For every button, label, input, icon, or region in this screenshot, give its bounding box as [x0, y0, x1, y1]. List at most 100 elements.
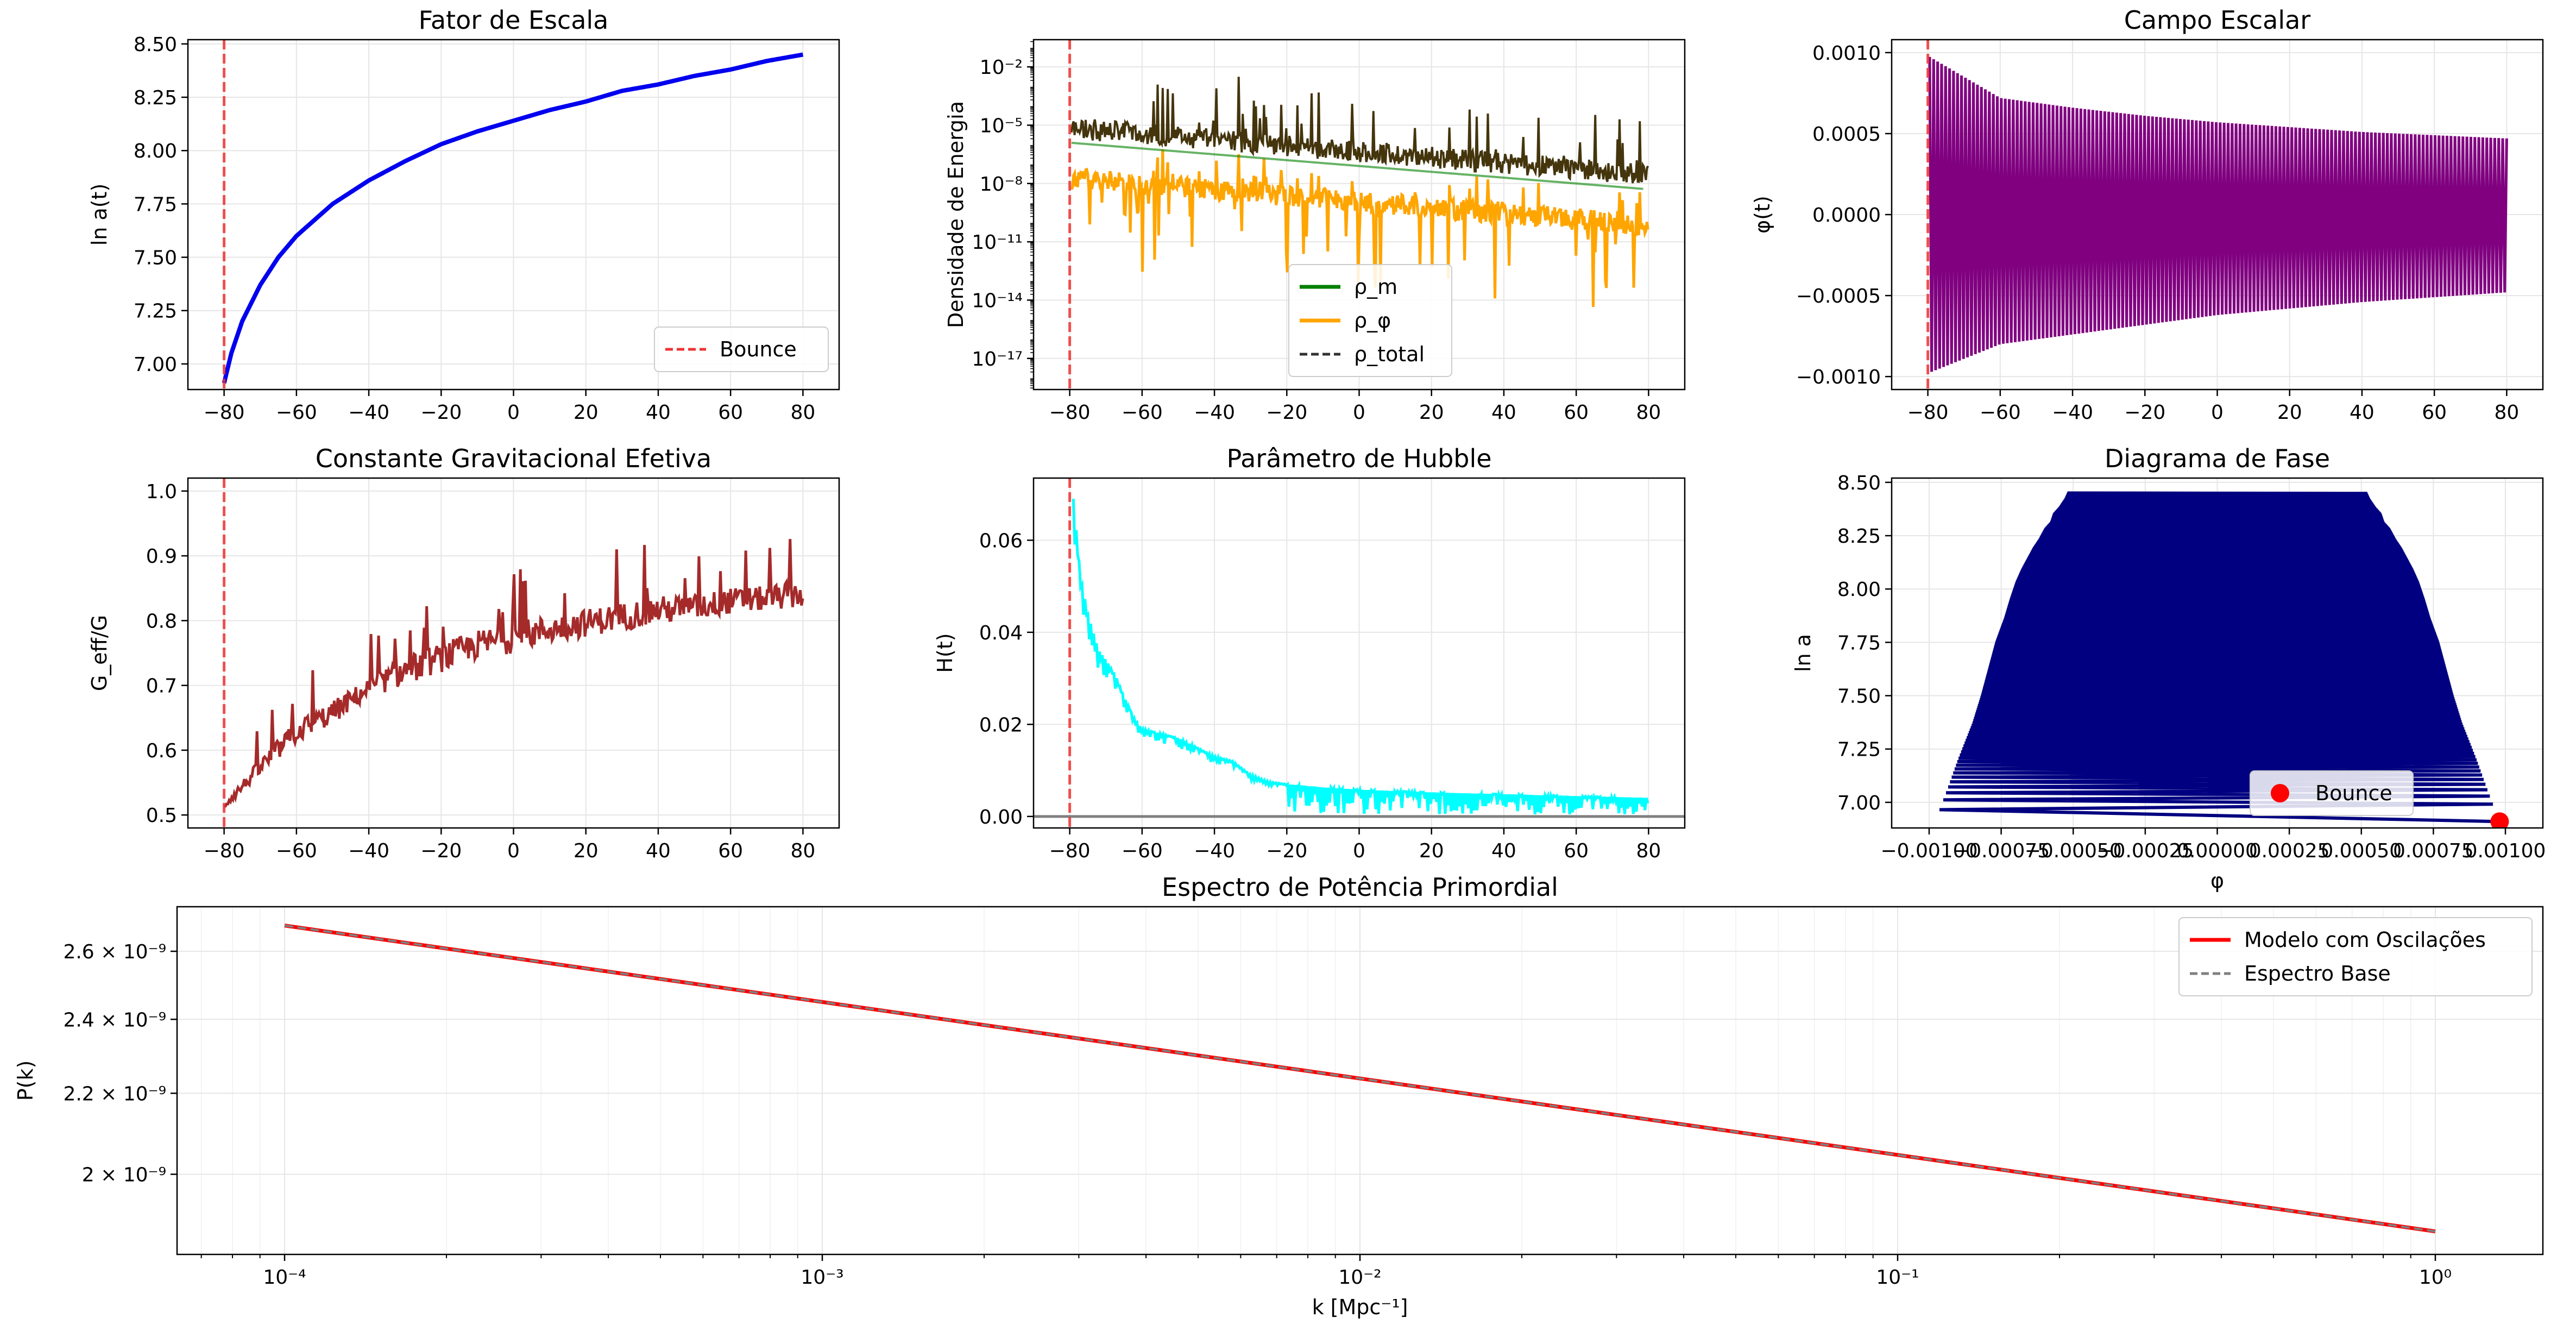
legend-entry: ρ_m — [1354, 275, 1397, 299]
x-tick-label: 20 — [2277, 401, 2302, 424]
y-axis-label: φ(t) — [1750, 196, 1774, 234]
phase-trajectory — [1939, 491, 2500, 824]
y-axis-label: ln a(t) — [87, 184, 111, 246]
x-tick-label: −40 — [348, 840, 389, 862]
x-tick-label: −80 — [1049, 840, 1091, 862]
x-axis-label: φ — [2210, 869, 2224, 893]
scale-factor-line — [222, 52, 804, 384]
x-tick-label: 0 — [507, 401, 520, 424]
y-tick-label: 2 × 10⁻⁹ — [82, 1164, 166, 1186]
y-tick-label: 2.4 × 10⁻⁹ — [63, 1009, 166, 1031]
y-tick-label: 0.5 — [146, 805, 177, 827]
scalar-field-line — [1928, 57, 2508, 372]
chart-title: Parâmetro de Hubble — [1226, 444, 1491, 473]
y-tick-label: 0.00 — [979, 806, 1023, 828]
plot-frame — [187, 477, 840, 829]
plot-frame — [176, 906, 2544, 1256]
x-tick-label: −40 — [348, 401, 389, 424]
x-tick-label: 0.00025 — [2249, 840, 2330, 862]
chart-panel-3: −80 −60 −40 −20 0 20 40 60 80 0.5 0.6 0.7 0.8 0.9 1.0 C… — [87, 444, 840, 862]
y-axis-label: G_eff/G — [87, 615, 111, 691]
y-tick-label: 7.25 — [1837, 739, 1881, 761]
chart-title: Espectro de Potência Primordial — [1162, 872, 1558, 902]
x-tick-label: −60 — [1980, 401, 2021, 424]
x-tick-label: 60 — [718, 840, 743, 862]
chart-title: Diagrama de Fase — [2105, 444, 2330, 473]
x-tick-label: 0 — [1353, 401, 1365, 424]
x-tick-label: 20 — [1419, 401, 1444, 424]
y-tick-label: 8.25 — [134, 87, 177, 109]
y-tick-label: 0.02 — [979, 714, 1023, 736]
plot-area — [223, 478, 804, 828]
x-tick-label: 10⁻¹ — [1876, 1266, 1919, 1289]
base-spectrum-line — [284, 924, 2436, 1233]
x-tick-label: −20 — [1266, 840, 1307, 862]
x-tick-label: 20 — [574, 840, 599, 862]
y-tick-label: 7.50 — [1837, 686, 1881, 708]
y-tick-label: 10⁻¹¹ — [972, 231, 1023, 254]
y-tick-label: 2.6 × 10⁻⁹ — [63, 941, 166, 963]
x-tick-label: 40 — [646, 401, 671, 424]
y-tick-label: 10⁻² — [980, 57, 1023, 79]
x-tick-label: 40 — [646, 840, 671, 862]
y-tick-label: 7.00 — [134, 354, 177, 376]
y-tick-label: 10⁻¹⁴ — [972, 290, 1023, 312]
plot-frame — [1032, 477, 1686, 829]
x-tick-label: −20 — [420, 401, 462, 424]
rho-m-line — [1071, 141, 1643, 190]
x-tick-label: 10⁻³ — [801, 1266, 843, 1289]
plot-area — [284, 924, 2436, 1234]
legend-entry: ρ_φ — [1354, 309, 1391, 332]
x-tick-label: 0 — [2211, 401, 2224, 424]
legend-marker — [2271, 784, 2289, 802]
x-tick-label: 60 — [1564, 401, 1589, 424]
y-tick-label: 1.0 — [146, 481, 177, 503]
x-tick-label: 20 — [1419, 840, 1444, 862]
y-tick-label: 2.2 × 10⁻⁹ — [63, 1083, 166, 1105]
y-tick-label: 0.6 — [146, 740, 177, 762]
x-tick-label: 40 — [1491, 840, 1516, 862]
bounce-marker — [2490, 812, 2509, 828]
x-tick-label: 0 — [507, 840, 520, 862]
y-tick-label: 8.50 — [134, 34, 177, 56]
x-tick-label: −20 — [1266, 401, 1307, 424]
chart-panel-4: −80 −60 −40 −20 0 20 40 60 80 0.00 0.02 0.04 0.06 Par… — [933, 444, 1686, 862]
chart-panel-5: −0.00100−0.00075−0.00050−0.000250.000000… — [1791, 444, 2546, 893]
x-tick-label: 0.00100 — [2465, 840, 2546, 862]
x-tick-label: 60 — [718, 401, 743, 424]
y-tick-label: 8.50 — [1837, 472, 1881, 494]
x-tick-label: −0.00075 — [1953, 840, 2050, 862]
x-tick-label: 10⁻² — [1338, 1266, 1381, 1289]
x-tick-label: −20 — [420, 840, 462, 862]
x-tick-label: −0.00025 — [2096, 840, 2194, 862]
chart-title: Campo Escalar — [2124, 5, 2311, 35]
x-tick-label: −60 — [1122, 401, 1163, 424]
y-tick-label: 0.7 — [146, 675, 177, 698]
y-tick-label: 0.0000 — [1812, 204, 1881, 227]
y-tick-label: 8.00 — [134, 140, 177, 162]
x-tick-label: −80 — [1907, 401, 1949, 424]
rho-phi-line — [1070, 149, 1649, 307]
x-tick-label: −20 — [2124, 401, 2165, 424]
legend-box — [1288, 264, 1452, 377]
x-tick-label: −60 — [1122, 840, 1163, 862]
plot-frame — [1891, 477, 2544, 829]
plot-area — [1939, 491, 2509, 828]
y-tick-label: 0.0005 — [1812, 123, 1881, 146]
x-tick-label: 80 — [1636, 401, 1661, 424]
y-tick-label: 7.25 — [134, 300, 177, 323]
y-tick-label: −0.0010 — [1796, 366, 1881, 388]
y-axis-label: ln a — [1791, 634, 1815, 672]
x-tick-label: 80 — [790, 401, 815, 424]
legend-entry: Modelo com Oscilações — [2244, 928, 2486, 952]
x-tick-label: 40 — [1491, 401, 1516, 424]
x-tick-label: 0 — [1353, 840, 1365, 862]
legend-box — [2250, 770, 2414, 816]
y-tick-label: 7.75 — [1837, 632, 1881, 654]
x-tick-label: 60 — [2422, 401, 2447, 424]
plot-area — [1034, 478, 1685, 828]
y-tick-label: 0.04 — [979, 622, 1023, 644]
x-tick-label: 0.00075 — [2393, 840, 2474, 862]
x-tick-label: 80 — [790, 840, 815, 862]
